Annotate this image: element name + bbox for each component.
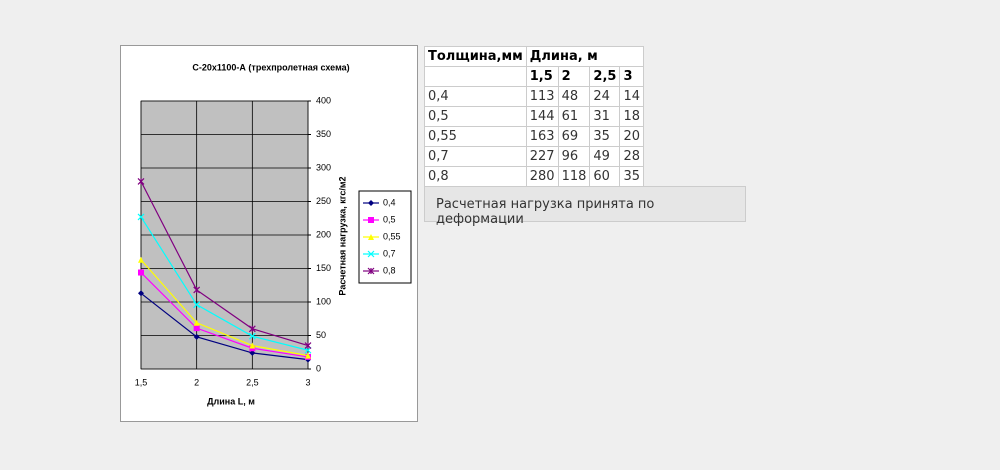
marker [193, 325, 200, 332]
table-cell: 69 [557, 126, 591, 147]
table-cell: 144 [525, 106, 559, 127]
y-tick-label: 400 [316, 95, 331, 105]
marker [367, 250, 375, 258]
legend-label: 0,8 [383, 265, 396, 275]
table-cell: 0,4 [424, 86, 527, 107]
table-cell: 0,5 [424, 106, 527, 127]
y-tick-label: 150 [316, 263, 331, 273]
table-cell: 48 [557, 86, 591, 107]
marker [248, 325, 256, 333]
y-tick-label: 200 [316, 229, 331, 239]
table-cell: 280 [525, 166, 559, 187]
data-table: Толщина,мм Длина, м 1,5 2 2,5 3 0,4 113 48 24 14 0,… [424, 46, 644, 187]
marker [193, 333, 200, 340]
table-cell: 18 [619, 106, 644, 127]
table-cell: 24 [589, 86, 621, 107]
table-row: Толщина,мм Длина, м [424, 46, 644, 67]
marker [304, 342, 312, 349]
y-tick-label: 250 [316, 196, 331, 206]
legend-label: 0,7 [383, 248, 396, 258]
legend-label: 0,55 [383, 231, 401, 241]
y-tick-label: 50 [316, 330, 326, 340]
table-cell: 61 [557, 106, 591, 127]
table-cell: 31 [589, 106, 621, 127]
table-cell: 3 [619, 66, 644, 87]
table-row: 0,5 144 61 31 18 [424, 106, 644, 127]
table-cell: 96 [557, 146, 591, 167]
marker [368, 217, 374, 223]
table-cell: 14 [619, 86, 644, 107]
table-cell: 118 [557, 166, 591, 187]
table-cell: 60 [589, 166, 621, 187]
table-cell [424, 66, 527, 87]
y-tick-label: 100 [316, 296, 331, 306]
table-cell: 0,55 [424, 126, 527, 147]
chart-title: С-20x1100-А (трехпролетная схема) [192, 62, 349, 72]
marker [138, 256, 144, 263]
series-line [140, 216, 309, 351]
series-line [140, 181, 309, 347]
x-tick-label: 1,5 [135, 377, 148, 387]
x-tick-label: 2,5 [246, 377, 259, 387]
x-axis-title: Длина L, м [207, 396, 255, 406]
legend-label: 0,4 [383, 197, 396, 207]
legend-label: 0,5 [383, 214, 396, 224]
table-cell: 0,8 [424, 166, 527, 187]
marker [248, 332, 256, 340]
table-cell: 113 [525, 86, 559, 107]
table-row: 1,5 2 2,5 3 [424, 66, 644, 87]
table-cell: Толщина,мм [424, 46, 527, 67]
marker [305, 352, 311, 359]
x-tick-label: 2 [194, 377, 199, 387]
table-cell: 0,7 [424, 146, 527, 167]
series-line [140, 272, 309, 358]
y-tick-label: 0 [316, 363, 321, 373]
table-cell: 2 [557, 66, 591, 87]
marker [249, 342, 256, 349]
table-cell: 28 [619, 146, 644, 167]
table-cell: Длина, м [525, 46, 644, 67]
series-line [140, 292, 309, 361]
marker [138, 290, 144, 297]
marker [249, 349, 256, 356]
y-tick-label: 300 [316, 162, 331, 172]
x-tick-label: 3 [305, 377, 310, 387]
table-cell: 49 [589, 146, 621, 167]
marker [137, 177, 145, 185]
marker [367, 267, 375, 275]
table-cell: 2,5 [589, 66, 621, 87]
series-line [140, 259, 309, 357]
marker [137, 213, 145, 221]
y-tick-label: 350 [316, 129, 331, 139]
marker [193, 301, 201, 309]
table-cell: 1,5 [525, 66, 559, 87]
table-cell: 227 [525, 146, 559, 167]
note-button[interactable]: Расчетная нагрузка принята по деформации [424, 186, 746, 227]
table-row: 0,55 163 69 35 20 [424, 126, 644, 147]
table-cell: 163 [525, 126, 559, 147]
table-cell: 35 [589, 126, 621, 147]
marker [368, 234, 374, 240]
table-row: 0,7 227 96 49 28 [424, 146, 644, 167]
marker [193, 319, 200, 326]
table-row: 0,4 113 48 24 14 [424, 86, 644, 107]
marker [368, 200, 374, 206]
y-axis-title: Расчетная нагрузка, кгс/м2 [337, 176, 347, 295]
chart: С-20x1100-А (трехпролетная схема) Длина … [120, 45, 418, 422]
table-cell: 35 [619, 166, 644, 187]
table-row: 0,8 280 118 60 35 [424, 166, 644, 187]
table-cell: 20 [619, 126, 644, 147]
marker [193, 286, 201, 294]
marker [138, 269, 144, 276]
